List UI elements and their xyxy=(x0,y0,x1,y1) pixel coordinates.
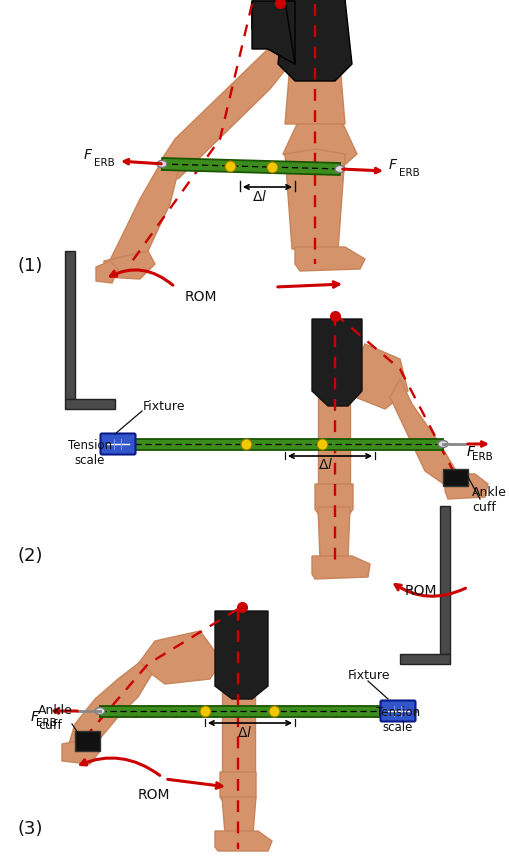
Ellipse shape xyxy=(110,441,120,448)
Polygon shape xyxy=(294,247,364,271)
Text: $\Delta l$: $\Delta l$ xyxy=(318,457,332,472)
Polygon shape xyxy=(161,158,340,175)
Ellipse shape xyxy=(157,161,166,168)
Text: $F$: $F$ xyxy=(83,148,93,162)
Text: Fixture: Fixture xyxy=(143,400,185,413)
Polygon shape xyxy=(285,4,344,124)
Polygon shape xyxy=(312,556,369,579)
FancyBboxPatch shape xyxy=(380,700,415,722)
Polygon shape xyxy=(215,611,267,699)
Polygon shape xyxy=(312,319,361,406)
FancyBboxPatch shape xyxy=(100,434,135,454)
Polygon shape xyxy=(68,662,152,759)
Polygon shape xyxy=(442,469,467,486)
Polygon shape xyxy=(108,159,180,274)
Text: $\Delta l$: $\Delta l$ xyxy=(251,189,267,204)
Polygon shape xyxy=(104,251,155,279)
Polygon shape xyxy=(318,507,349,559)
Polygon shape xyxy=(138,631,221,684)
Polygon shape xyxy=(100,705,399,716)
Text: $F$: $F$ xyxy=(387,158,398,172)
Polygon shape xyxy=(444,474,487,499)
Polygon shape xyxy=(215,831,271,851)
Polygon shape xyxy=(221,797,256,834)
Text: $F$: $F$ xyxy=(30,710,40,724)
Text: ERB: ERB xyxy=(36,717,56,728)
Polygon shape xyxy=(65,399,115,409)
Polygon shape xyxy=(315,484,352,521)
Polygon shape xyxy=(221,677,254,776)
Polygon shape xyxy=(439,506,449,654)
Polygon shape xyxy=(318,381,349,489)
Text: Ankle
cuff: Ankle cuff xyxy=(471,486,506,514)
Text: (2): (2) xyxy=(18,547,43,565)
Text: $\Delta l$: $\Delta l$ xyxy=(237,725,252,740)
Ellipse shape xyxy=(334,166,344,173)
Polygon shape xyxy=(62,739,100,764)
Polygon shape xyxy=(251,1,294,64)
Polygon shape xyxy=(96,261,118,283)
Ellipse shape xyxy=(437,441,447,448)
Text: ROM: ROM xyxy=(138,788,170,802)
Text: ERB: ERB xyxy=(94,158,115,168)
Text: ERB: ERB xyxy=(471,453,492,462)
Text: ROM: ROM xyxy=(404,584,437,598)
Text: $F$: $F$ xyxy=(465,445,475,459)
Text: (1): (1) xyxy=(18,257,43,275)
Text: Fixture: Fixture xyxy=(347,669,390,682)
Text: ROM: ROM xyxy=(185,290,217,304)
Polygon shape xyxy=(277,0,351,81)
Polygon shape xyxy=(219,772,256,809)
Polygon shape xyxy=(389,379,454,487)
Polygon shape xyxy=(347,344,407,409)
Ellipse shape xyxy=(394,708,404,715)
Polygon shape xyxy=(285,149,344,251)
Text: ERB: ERB xyxy=(398,168,419,178)
Polygon shape xyxy=(65,251,75,399)
Polygon shape xyxy=(115,438,442,449)
Polygon shape xyxy=(251,1,294,64)
Text: Ankle
cuff: Ankle cuff xyxy=(38,704,73,732)
Polygon shape xyxy=(282,124,356,169)
Ellipse shape xyxy=(95,708,105,715)
Text: Tension
scale: Tension scale xyxy=(68,439,112,467)
Polygon shape xyxy=(75,731,100,751)
Text: (3): (3) xyxy=(18,820,43,838)
Polygon shape xyxy=(162,49,290,179)
Polygon shape xyxy=(399,654,449,664)
Text: Tension
scale: Tension scale xyxy=(375,706,419,734)
